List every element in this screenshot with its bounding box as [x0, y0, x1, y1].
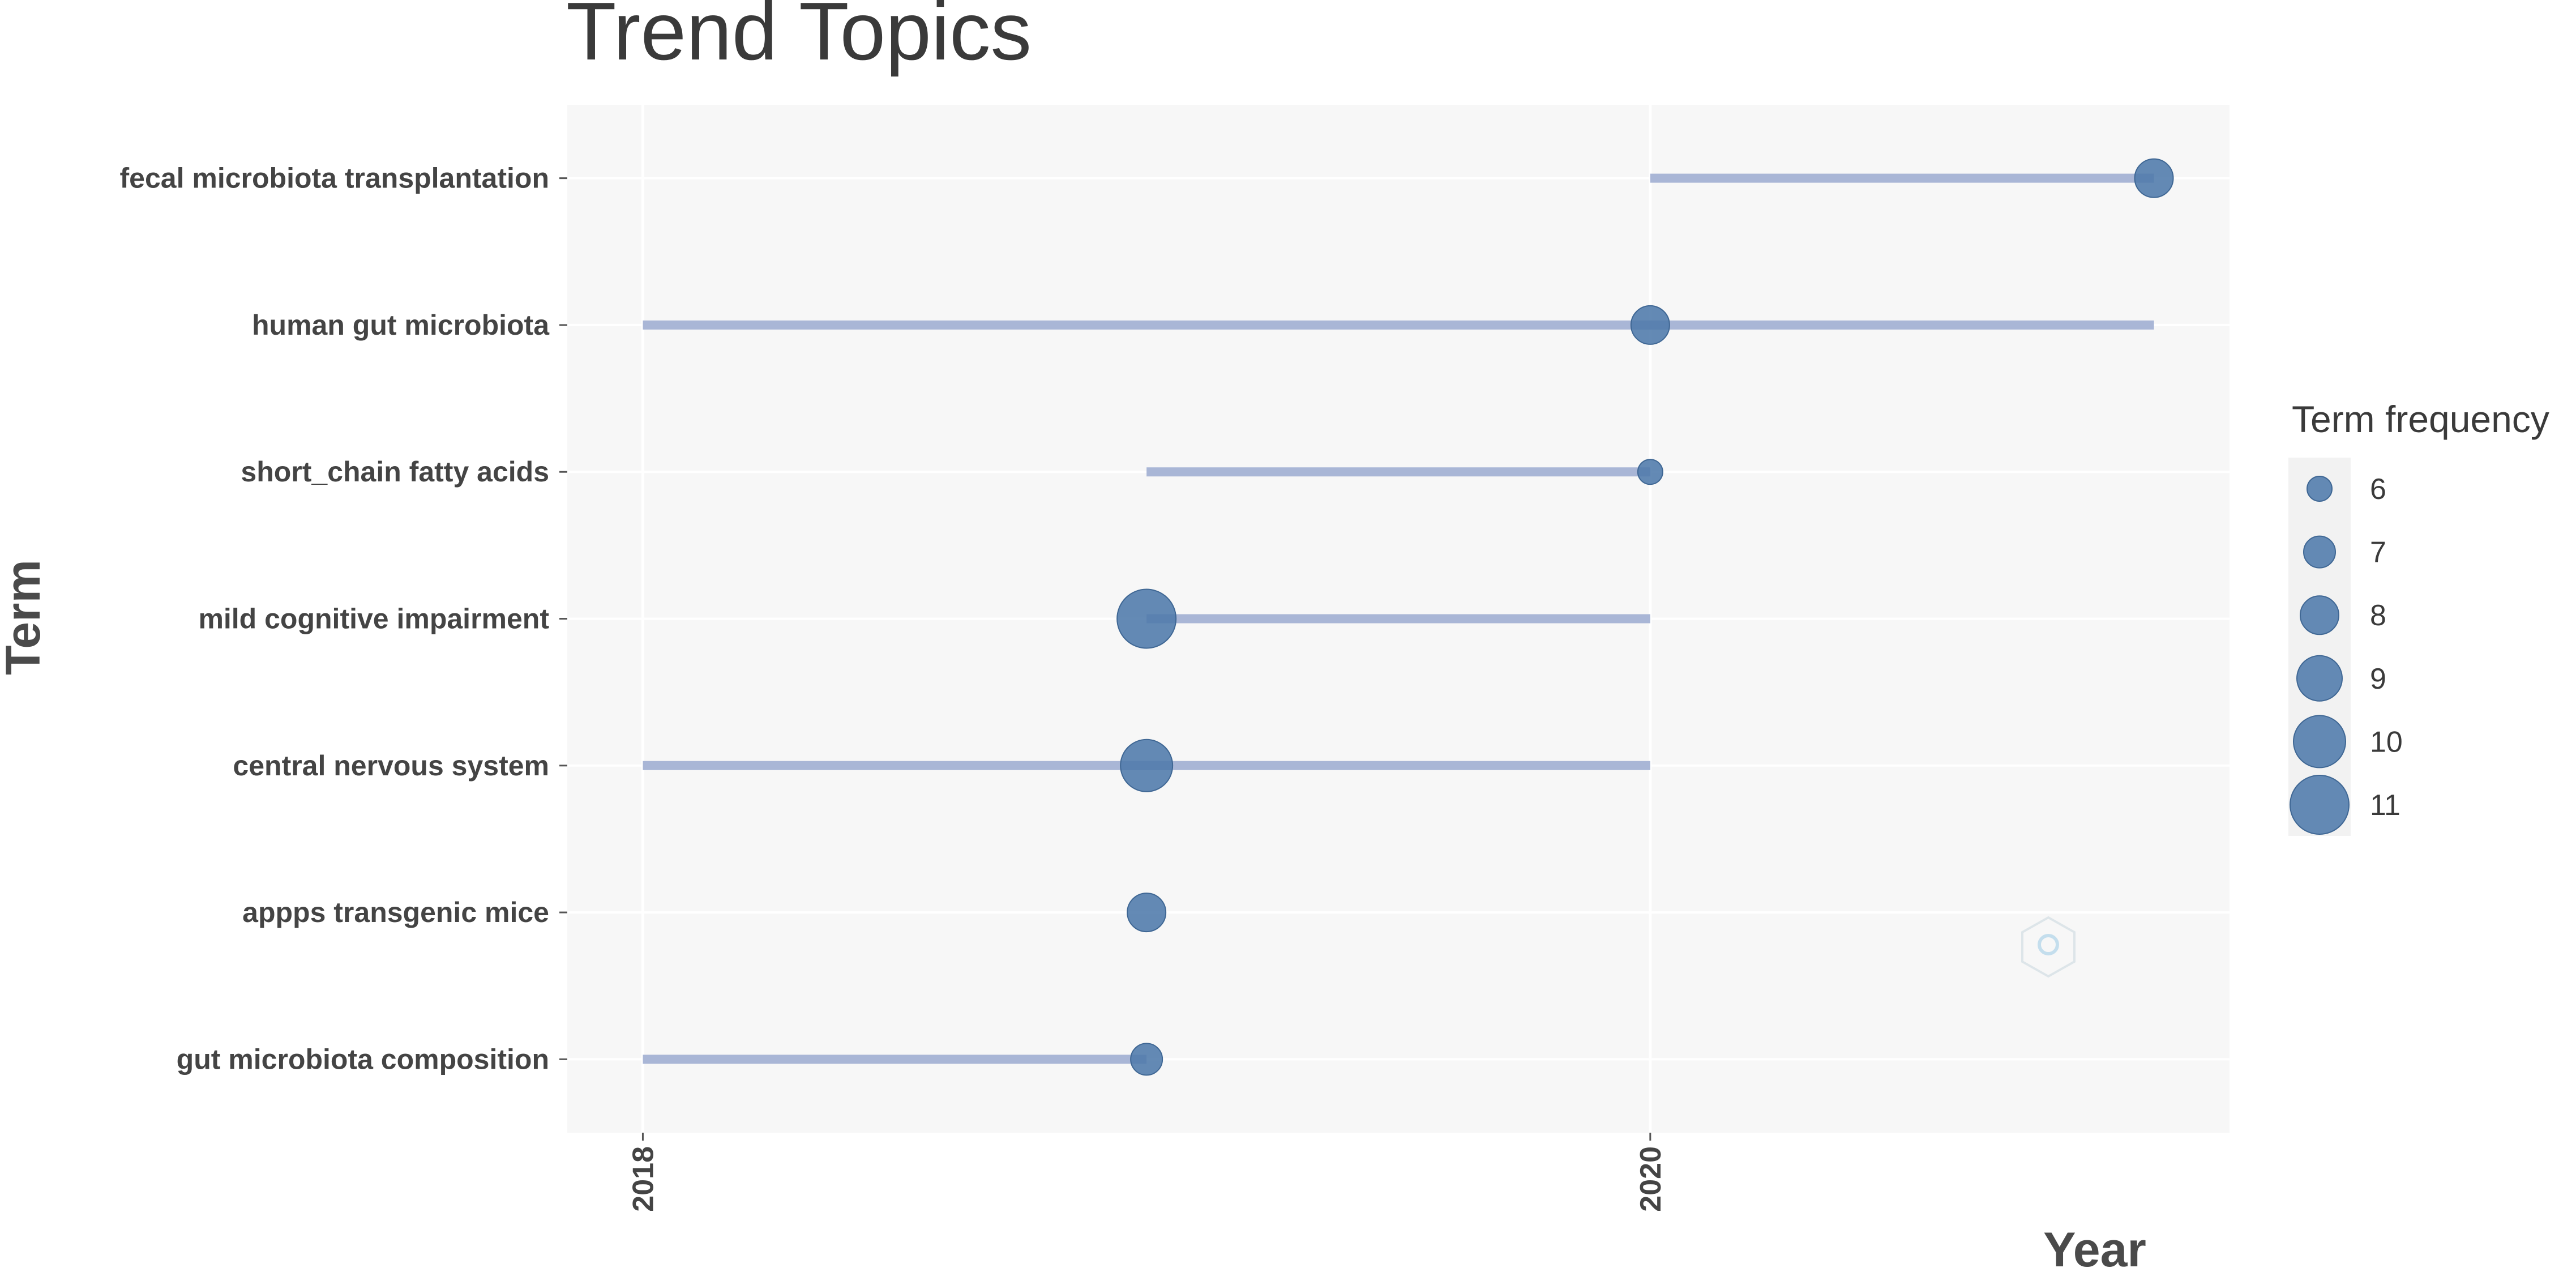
term-label: human gut microbiota [252, 309, 550, 341]
legend-size-key [2303, 535, 2336, 569]
term-label: gut microbiota composition [177, 1043, 549, 1075]
year-labels: 2018 2020 [627, 1146, 1667, 1212]
legend-size-label: 11 [2370, 789, 2400, 822]
term-label: mild cognitive impairment [198, 603, 549, 635]
term-label: short_chain fatty acids [241, 456, 549, 488]
term-label: appps transgenic mice [242, 897, 549, 928]
legend-size-key [2296, 655, 2343, 702]
term-label: central nervous system [233, 750, 549, 782]
term-labels: fecal microbiota transplantation human gu… [120, 163, 550, 1075]
y-axis-title: Term [0, 560, 50, 675]
legend: Term frequency 6 7 8 9 10 11 [2288, 398, 2549, 836]
x-axis-title: Year [2043, 1223, 2146, 1272]
term-point [2134, 158, 2174, 198]
x-tick-label: 2018 [627, 1146, 660, 1212]
term-point [1127, 893, 1167, 933]
legend-size-key [2293, 715, 2346, 769]
x-tick-label: 2020 [1634, 1146, 1667, 1212]
legend-size-key [2300, 595, 2339, 635]
watermark-logo [2021, 916, 2076, 978]
term-label: fecal microbiota transplantation [120, 163, 549, 194]
chart-title: Trend Topics [566, 0, 1032, 77]
term-point [1630, 305, 1670, 345]
term-point [1637, 459, 1663, 485]
term-ranges [643, 173, 2154, 1064]
term-point [1130, 1043, 1163, 1076]
legend-size-key [2290, 775, 2350, 835]
legend-size-label: 7 [2370, 536, 2386, 569]
legend-size-label: 6 [2370, 473, 2386, 506]
legend-items: 6 7 8 9 10 11 [2290, 473, 2403, 835]
x-axis-ticks [641, 1133, 1651, 1141]
legend-size-label: 9 [2370, 663, 2386, 695]
term-point [1116, 588, 1177, 649]
term-points [1116, 158, 2174, 1076]
legend-size-key [2307, 476, 2333, 502]
term-point [1120, 739, 1174, 792]
y-axis-ticks [559, 177, 567, 1060]
legend-title: Term frequency [2292, 398, 2549, 440]
legend-size-label: 8 [2370, 599, 2386, 632]
legend-size-label: 10 [2370, 725, 2403, 758]
legend-key-background [2288, 458, 2351, 836]
